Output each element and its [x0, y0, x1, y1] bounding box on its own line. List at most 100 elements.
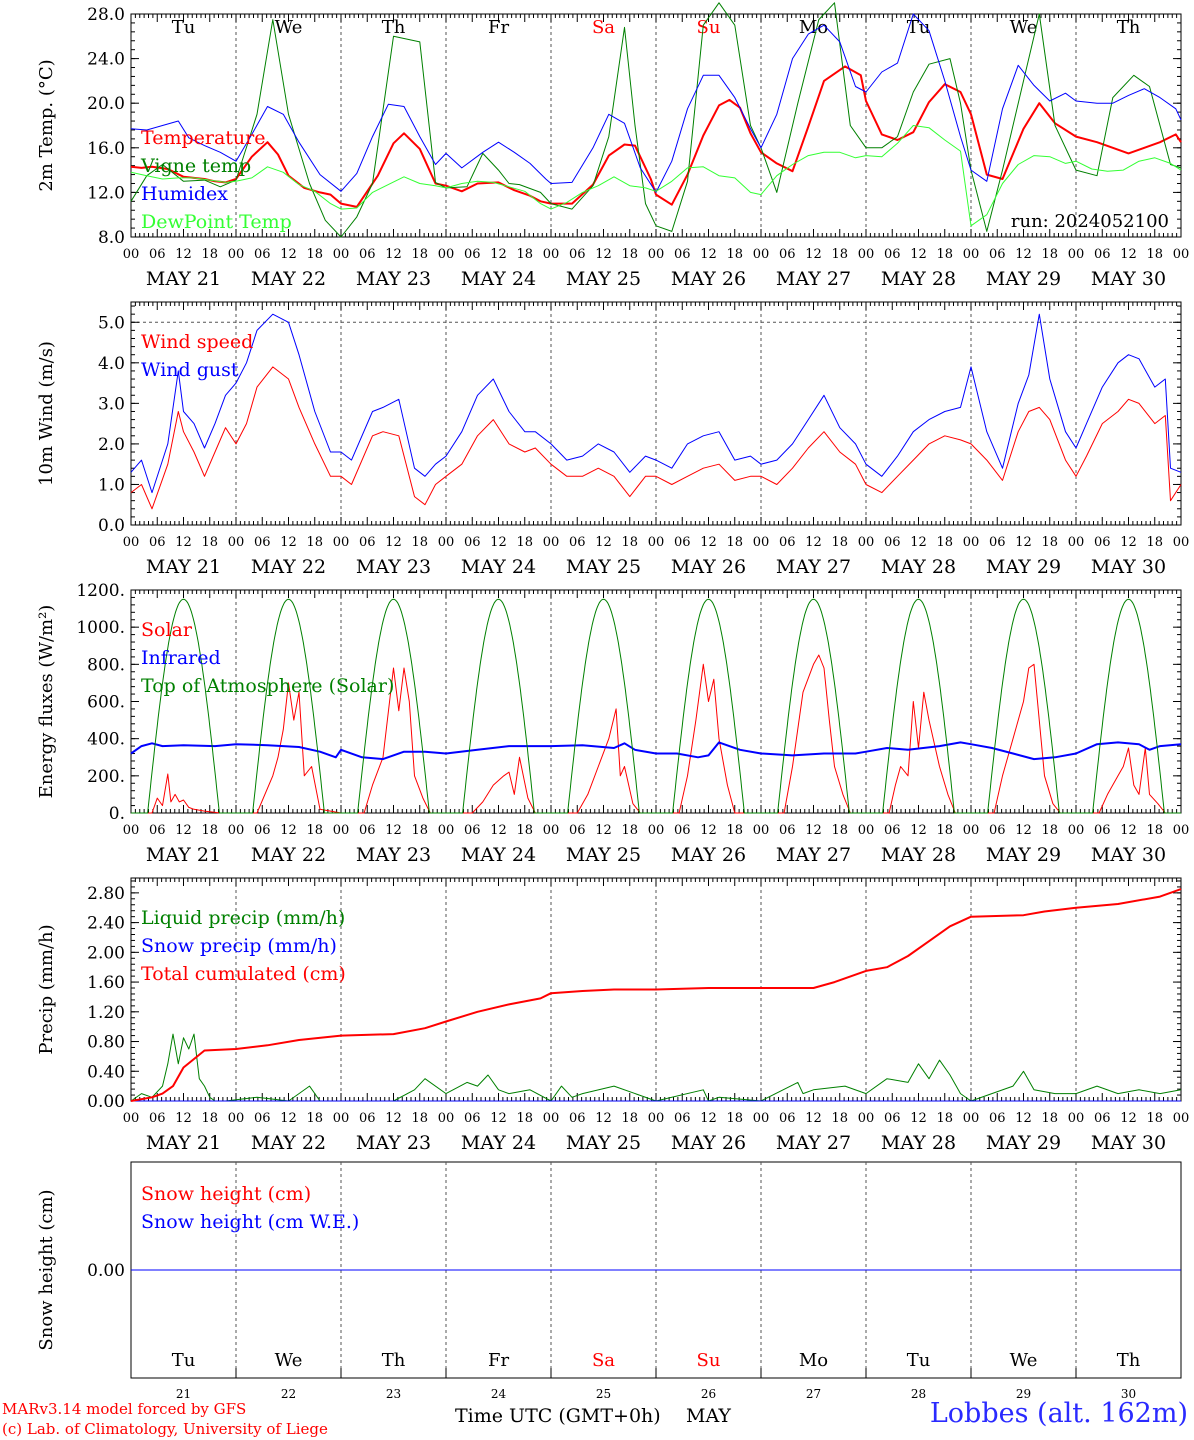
hour-tick-label: 00: [123, 247, 140, 262]
hour-tick-label: 18: [831, 247, 848, 262]
hour-tick-label: 18: [726, 247, 743, 262]
y-tick-label: 2.40: [87, 914, 125, 934]
run-annotation: run: 2024052100: [1011, 211, 1169, 232]
hour-tick-label: 06: [569, 535, 586, 550]
panel-2: 00 06 12 18 00 06 12 18 00 06 12 18 00 06 12 18 00 06 12 18…: [36, 301, 1190, 578]
hour-tick-label: 00: [858, 1111, 875, 1126]
hour-tick-label: 00: [1173, 535, 1190, 550]
hour-tick-label: 00: [333, 823, 350, 838]
hour-tick-label: 12: [910, 247, 927, 262]
hour-tick-label: 12: [385, 535, 402, 550]
date-label: MAY 30: [1091, 844, 1166, 866]
series-line-temperature: [130, 65, 1182, 208]
hour-tick-label: 12: [1120, 1111, 1137, 1126]
hour-tick-label: 12: [805, 535, 822, 550]
hour-tick-label: 18: [1146, 247, 1163, 262]
hour-tick-label: 18: [1146, 1111, 1163, 1126]
hour-tick-label: 12: [700, 247, 717, 262]
hour-tick-label: 18: [726, 1111, 743, 1126]
hour-tick-label: 12: [175, 535, 192, 550]
series-line-humidex: [130, 13, 1182, 193]
date-label: MAY 28: [881, 844, 956, 866]
y-tick-label: 0.80: [87, 1033, 125, 1053]
weekday-label: Th: [382, 17, 406, 38]
date-label: MAY 27: [776, 268, 851, 290]
date-label: MAY 24: [461, 268, 536, 290]
date-label: MAY 23: [356, 268, 431, 290]
weekday-label: Mo: [799, 17, 828, 38]
hour-tick-label: 18: [306, 247, 323, 262]
copyright-credit: (c) Lab. of Climatology, University of L…: [2, 1420, 328, 1438]
hour-tick-label: 18: [411, 535, 428, 550]
hour-tick-label: 18: [1041, 535, 1058, 550]
hour-tick-label: 18: [306, 535, 323, 550]
day-number-label: 28: [911, 1387, 926, 1401]
day-number-label: 25: [596, 1387, 611, 1401]
date-label: MAY 29: [986, 844, 1061, 866]
hour-tick-label: 00: [963, 247, 980, 262]
date-label: MAY 26: [671, 268, 746, 290]
hour-tick-label: 00: [648, 1111, 665, 1126]
hour-tick-label: 18: [831, 1111, 848, 1126]
hour-tick-label: 18: [726, 535, 743, 550]
hour-tick-label: 18: [201, 823, 218, 838]
panel-4: 00 06 12 18 00 06 12 18 00 06 12 18 00 06 12 18 00 06 12 18…: [36, 877, 1189, 1154]
y-tick-label: 0.40: [87, 1062, 125, 1082]
hour-tick-label: 12: [385, 1111, 402, 1126]
series-line-total-cumulated-cm-: [130, 888, 1182, 1102]
hour-tick-label: 12: [280, 247, 297, 262]
hour-tick-label: 00: [228, 535, 245, 550]
hour-tick-label: 00: [1068, 1111, 1085, 1126]
day-number-label: 27: [806, 1387, 821, 1401]
hour-tick-label: 06: [1094, 535, 1111, 550]
hour-tick-label: 06: [464, 247, 481, 262]
hour-tick-label: 12: [490, 247, 507, 262]
weekday-label: Tu: [907, 17, 931, 38]
y-axis-title: Precip (mm/h): [36, 924, 57, 1054]
hour-tick-label: 00: [543, 1111, 560, 1126]
date-label: MAY 22: [251, 844, 326, 866]
hour-tick-label: 12: [175, 1111, 192, 1126]
hour-tick-label: 00: [123, 535, 140, 550]
hour-tick-label: 18: [936, 823, 953, 838]
y-axis-title: Energy fluxes (W/m²): [36, 605, 57, 799]
date-label: MAY 28: [881, 1132, 956, 1154]
hour-tick-label: 06: [569, 1111, 586, 1126]
hour-tick-label: 18: [411, 823, 428, 838]
hour-tick-label: 18: [306, 1111, 323, 1126]
hour-tick-label: 00: [333, 1111, 350, 1126]
weekday-label: Mo: [799, 1350, 828, 1371]
hour-tick-label: 18: [516, 1111, 533, 1126]
hour-tick-label: 00: [753, 1111, 770, 1126]
hour-tick-label: 18: [516, 823, 533, 838]
hour-tick-label: 12: [700, 823, 717, 838]
hour-tick-label: 00: [228, 823, 245, 838]
date-label: MAY 24: [461, 844, 536, 866]
y-tick-label: 4.0: [98, 354, 125, 374]
hour-tick-label: 00: [333, 535, 350, 550]
hour-tick-label: 06: [989, 823, 1006, 838]
hour-tick-label: 12: [385, 823, 402, 838]
weekday-label: We: [275, 1350, 303, 1371]
y-tick-label: 1.20: [87, 1003, 125, 1023]
day-number-label: 24: [491, 1387, 507, 1401]
hour-tick-label: 18: [201, 535, 218, 550]
hour-tick-label: 18: [411, 1111, 428, 1126]
y-tick-label: 1000.: [76, 618, 125, 638]
hour-tick-label: 12: [280, 823, 297, 838]
hour-tick-label: 00: [438, 823, 455, 838]
hour-tick-label: 06: [359, 1111, 376, 1126]
weekday-label: Tu: [907, 1350, 931, 1371]
time-axis-label: Time UTC (GMT+0h): [455, 1405, 661, 1427]
hour-tick-label: 18: [621, 535, 638, 550]
hour-tick-label: 00: [1173, 823, 1190, 838]
hour-tick-label: 00: [123, 1111, 140, 1126]
hour-tick-label: 06: [254, 823, 271, 838]
hour-tick-label: 12: [175, 247, 192, 262]
legend-entry: Humidex: [141, 183, 228, 205]
hour-tick-label: 00: [858, 823, 875, 838]
date-label: MAY 21: [146, 844, 221, 866]
hour-tick-label: 12: [490, 1111, 507, 1126]
hour-tick-label: 06: [149, 247, 166, 262]
hour-tick-label: 12: [1120, 823, 1137, 838]
